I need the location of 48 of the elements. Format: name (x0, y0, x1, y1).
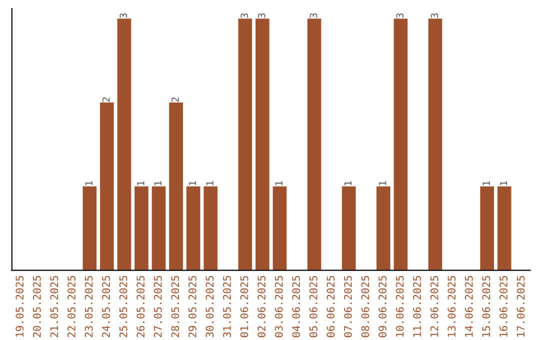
data-label: 1 (482, 181, 490, 186)
x-tick-label: 12.06.2025 (430, 276, 438, 337)
x-tick-label: 30.05.2025 (206, 276, 214, 338)
data-label: 1 (500, 181, 508, 186)
x-tick-label: 31.05.2025 (223, 276, 231, 338)
data-label: 3 (396, 13, 404, 18)
data-label: 1 (85, 181, 92, 186)
x-tick-label: 29.05.2025 (188, 276, 196, 338)
x-tick-label: 17.06.2025 (516, 276, 525, 337)
data-label: 3 (240, 13, 248, 18)
x-tick-label: 16.06.2025 (500, 276, 508, 337)
x-tick-label: 27.05.2025 (154, 276, 162, 338)
x-tick-label: 07.06.2025 (344, 276, 352, 338)
data-label: 3 (258, 13, 266, 18)
x-tick-label: 15.06.2025 (482, 276, 490, 337)
data-label: 3 (430, 13, 438, 18)
x-tick-label: 19.05.2025 (16, 276, 24, 337)
x-tick-label: 02.06.2025 (258, 276, 266, 338)
x-tick-label: 22.05.2025 (68, 276, 76, 338)
x-tick-label: 23.05.2025 (84, 276, 93, 338)
data-label: 1 (344, 181, 352, 186)
data-label: 2 (102, 97, 110, 102)
x-tick-label: 06.06.2025 (326, 276, 335, 338)
x-tick-label: 26.05.2025 (136, 276, 145, 338)
x-tick-label: 04.06.2025 (292, 276, 300, 338)
x-tick-label: 24.05.2025 (102, 276, 110, 338)
data-label: 1 (275, 181, 282, 186)
x-tick-label: 05.06.2025 (309, 276, 318, 338)
x-tick-label: 03.06.2025 (274, 276, 283, 338)
data-label: 2 (172, 97, 179, 102)
x-tick-label: 10.06.2025 (396, 276, 404, 337)
data-label: 1 (379, 181, 386, 186)
data-label: 1 (206, 181, 214, 186)
data-label: 3 (120, 13, 128, 18)
x-tick-label: 11.06.2025 (413, 276, 422, 337)
data-label: 3 (310, 13, 318, 18)
data-label: 1 (154, 181, 162, 186)
x-tick-label: 21.05.2025 (50, 276, 58, 338)
x-tick-label: 28.05.2025 (171, 276, 180, 338)
data-label: 1 (188, 181, 196, 186)
data-label: 1 (137, 181, 144, 186)
x-tick-label: 14.06.2025 (464, 276, 473, 337)
x-tick-label: 20.05.2025 (32, 276, 41, 338)
x-tick-label: 01.06.2025 (240, 276, 248, 338)
x-tick-label: 08.06.2025 (361, 276, 370, 338)
x-tick-label: 13.06.2025 (448, 276, 456, 337)
x-tick-label: 25.05.2025 (119, 276, 128, 338)
x-tick-label: 09.06.2025 (378, 276, 386, 338)
